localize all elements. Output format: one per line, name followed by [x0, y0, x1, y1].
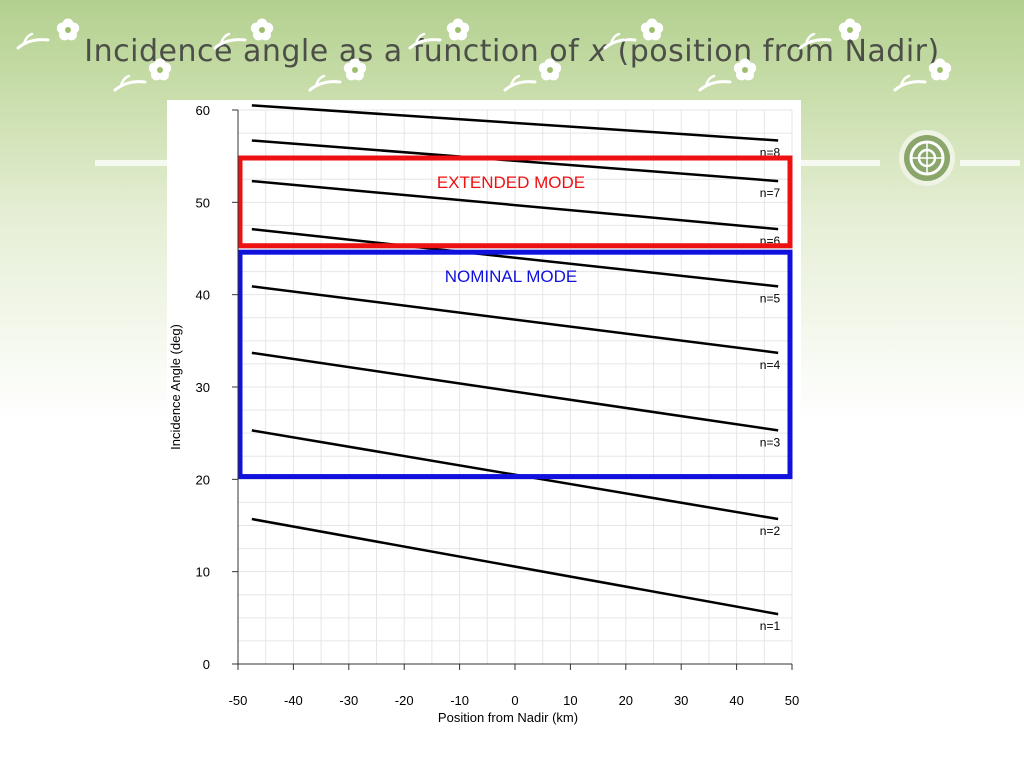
x-tick-label: 30 [674, 693, 688, 708]
series-line-n=4 [251, 285, 779, 355]
chart-axes [232, 109, 793, 670]
chart-grid [237, 109, 793, 665]
title-variable: x [589, 34, 608, 69]
x-tick-label: -20 [395, 693, 414, 708]
series-line-n=3 [251, 351, 779, 432]
x-tick-label: 50 [785, 693, 799, 708]
series-line-n=5 [251, 227, 779, 288]
series-label: n=5 [760, 291, 781, 305]
mode-regions: EXTENDED MODE NOMINAL MODE [237, 155, 793, 480]
title-suffix: position from Nadir [629, 34, 928, 69]
series-line-n=6 [251, 179, 779, 231]
x-tick-labels: -50 -40 -30 -20 -10 0 10 20 30 40 50 [229, 693, 800, 708]
mode-region-label: NOMINAL MODE [445, 267, 578, 286]
emblem-icon [899, 130, 955, 186]
series-line-n=7 [251, 139, 779, 183]
mode-region-box [237, 155, 793, 249]
y-axis-label: Incidence Angle (deg) [168, 324, 183, 450]
x-tick-label: -30 [339, 693, 358, 708]
x-tick-label: 0 [511, 693, 518, 708]
x-tick-label: -40 [284, 693, 303, 708]
mode-region-box [237, 249, 793, 480]
y-tick-labels: 0 10 20 30 40 50 60 [196, 103, 210, 672]
series-line-n=1 [251, 517, 779, 616]
x-tick-label: 10 [563, 693, 577, 708]
series-label: n=7 [760, 186, 781, 200]
x-tick-label: -50 [229, 693, 248, 708]
x-tick-label: 40 [729, 693, 743, 708]
x-tick-label: -10 [450, 693, 469, 708]
x-tick-label: 20 [619, 693, 633, 708]
series-label: n=2 [760, 524, 781, 538]
series-label: n=4 [760, 358, 781, 372]
title-paren-close: ) [927, 34, 940, 69]
y-tick-label: 50 [196, 195, 210, 210]
x-axis-label: Position from Nadir (km) [438, 710, 578, 725]
series-line-n=8 [251, 104, 779, 142]
y-tick-label: 10 [196, 565, 210, 580]
y-tick-label: 20 [196, 472, 210, 487]
mode-region-label: EXTENDED MODE [437, 173, 585, 192]
title-paren-open: ( [617, 34, 630, 69]
series-label: n=1 [760, 619, 781, 633]
y-tick-label: 30 [196, 380, 210, 395]
series-label: n=3 [760, 435, 781, 449]
y-tick-label: 40 [196, 288, 210, 303]
y-tick-label: 0 [203, 657, 210, 672]
y-tick-label: 60 [196, 103, 210, 118]
